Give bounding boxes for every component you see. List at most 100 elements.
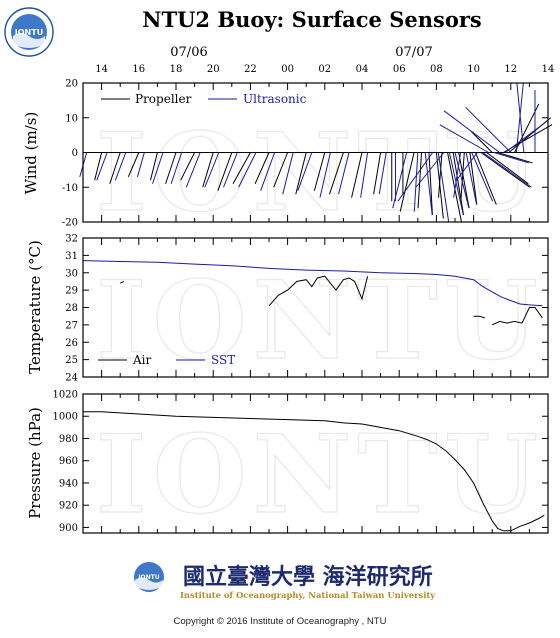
propeller-wind-stick xyxy=(497,152,533,164)
pressure-ylabel: Pressure (hPa) xyxy=(26,407,44,519)
ultrasonic-wind-stick xyxy=(136,152,145,177)
ultrasonic-wind-stick xyxy=(413,152,419,212)
propeller-wind-stick xyxy=(447,152,462,223)
ultrasonic-wind-stick xyxy=(493,152,529,164)
temp-legend: Air SST xyxy=(98,353,235,367)
ultrasonic-wind-stick xyxy=(448,152,464,216)
ultrasonic-wind-stick xyxy=(516,82,525,153)
hour-label: 04 xyxy=(356,64,369,75)
propeller-wind-stick xyxy=(428,152,433,216)
logo-badge-text: IONTU xyxy=(15,28,43,37)
ultrasonic-wind-stick xyxy=(114,152,127,181)
propeller-wind-stick xyxy=(460,152,465,202)
ultrasonic-wind-stick xyxy=(465,106,512,153)
propeller-wind-stick xyxy=(373,152,382,195)
date-label-0707: 07/07 xyxy=(395,45,432,60)
wind-ylabel: Wind (m/s) xyxy=(22,112,40,195)
ultrasonic-wind-stick xyxy=(96,152,108,181)
iontu-logo-bottom: IONTU 國立臺灣大學 海洋研究所 Institute of Oceanogr… xyxy=(134,562,436,600)
ultrasonic-wind-stick xyxy=(392,152,408,209)
propeller-wind-stick xyxy=(295,152,307,195)
ultrasonic-wind-stick xyxy=(204,152,220,188)
hour-label: 02 xyxy=(318,64,331,75)
propeller-wind-stick xyxy=(399,152,415,212)
ytick-label: 1020 xyxy=(53,390,78,401)
ytick-label: -10 xyxy=(62,183,78,194)
ultrasonic-wind-stick xyxy=(415,152,445,188)
ultrasonic-wind-stick xyxy=(260,152,276,191)
ultrasonic-wind-stick xyxy=(504,120,548,153)
propeller-wind-stick xyxy=(458,152,470,209)
ultrasonic-wind-stick xyxy=(456,152,478,181)
ytick-label: -20 xyxy=(62,218,78,229)
propeller-wind-stick xyxy=(313,152,326,191)
ytick-label: 0 xyxy=(72,148,78,159)
sst-line xyxy=(82,260,543,307)
watermark-wind: IONTU xyxy=(96,110,544,236)
ultrasonic-wind-stick xyxy=(437,152,450,223)
logo-english-name: Institute of Oceanography, National Taiw… xyxy=(180,590,436,600)
propeller-wind-stick xyxy=(127,152,140,178)
date-label-0706: 07/06 xyxy=(170,45,207,60)
propeller-wind-stick xyxy=(452,152,465,216)
propeller-wind-stick xyxy=(202,152,214,188)
propeller-wind-stick xyxy=(165,152,177,184)
ultrasonic-wind-stick xyxy=(471,152,494,202)
hour-label: 14 xyxy=(542,64,555,75)
propeller-wind-stick xyxy=(273,152,289,188)
pressure-frame xyxy=(82,393,549,534)
propeller-wind-stick xyxy=(254,152,270,184)
propeller-wind-stick xyxy=(474,152,497,205)
temp-ylabel: Temperature (°C) xyxy=(26,240,44,374)
hour-label: 00 xyxy=(281,64,294,75)
propeller-wind-stick xyxy=(351,152,363,198)
wind-panel: IONTU -20 -10 0 10 20 Wind (m/s) Propeller U… xyxy=(22,79,553,237)
ultrasonic-wind-stick xyxy=(152,152,164,184)
ultrasonic-wind-stick xyxy=(297,152,313,191)
iontu-logo-top: IONTU xyxy=(4,7,54,57)
ultrasonic-wind-stick xyxy=(482,152,532,188)
hour-label: 20 xyxy=(207,64,220,75)
ultrasonic-wind-stick xyxy=(439,124,489,153)
propeller-wind-stick xyxy=(417,152,423,209)
propeller-wind-stick xyxy=(480,152,530,188)
propeller-wind-stick xyxy=(486,152,529,185)
copyright-text: Copyright © 2016 Institute of Oceanograp… xyxy=(174,616,387,627)
propeller-wind-stick xyxy=(217,152,233,191)
ytick-label: 27 xyxy=(65,320,78,331)
ytick-label: 26 xyxy=(65,338,78,349)
chart-title: NTU2 Buoy: Surface Sensors xyxy=(142,7,481,32)
ytick-label: 940 xyxy=(59,478,78,489)
ultrasonic-wind-stick xyxy=(185,152,201,188)
ytick-label: 32 xyxy=(65,234,78,245)
watermark-pressure: IONTU xyxy=(96,412,544,538)
propeller-wind-stick xyxy=(149,152,158,181)
ultrasonic-wind-stick xyxy=(443,110,500,153)
hour-label: 18 xyxy=(170,64,183,75)
legend-propeller: Propeller xyxy=(135,92,192,106)
logo-bottom-badge: IONTU xyxy=(138,574,159,581)
ytick-label: 29 xyxy=(65,286,78,297)
ytick-label: 10 xyxy=(65,113,78,124)
pressure-panel: IONTU 900 920 940 960 980 1000 1020 Pressure (… xyxy=(26,390,549,539)
logo-chinese-name: 國立臺灣大學 海洋研究所 xyxy=(183,564,433,590)
ultrasonic-wind-stick xyxy=(453,152,462,198)
ytick-label: 920 xyxy=(59,501,78,512)
ultrasonic-wind-stick xyxy=(360,152,369,198)
ultrasonic-wind-stick xyxy=(170,152,183,184)
hour-label: 22 xyxy=(244,64,257,75)
ytick-label: 960 xyxy=(59,456,78,467)
air-temperature-line xyxy=(119,275,543,326)
ytick-label: 30 xyxy=(65,268,78,279)
ytick-label: 980 xyxy=(59,434,78,445)
ultrasonic-wind-stick xyxy=(319,152,331,198)
propeller-wind-stick xyxy=(109,152,121,184)
ultrasonic-wind-stick xyxy=(223,152,238,188)
propeller-wind-stick xyxy=(470,131,493,153)
ultrasonic-wind-stick xyxy=(424,152,433,216)
hour-label: 10 xyxy=(467,64,480,75)
ultrasonic-wind-stick xyxy=(397,152,434,202)
ytick-label: 900 xyxy=(59,523,78,534)
